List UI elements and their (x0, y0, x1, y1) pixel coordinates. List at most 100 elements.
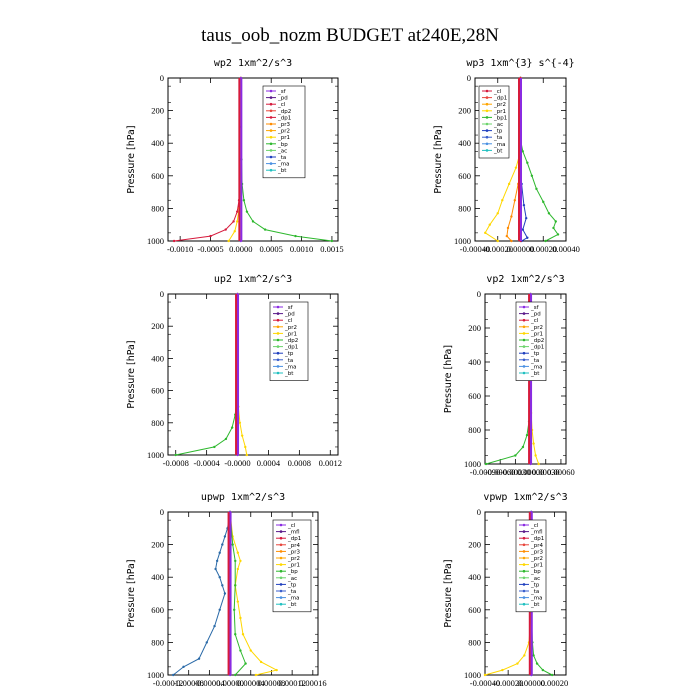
legend-entry: _bt (284, 371, 294, 377)
series-point (223, 535, 227, 538)
legend-entry: _tp (493, 129, 503, 135)
series-point (521, 445, 525, 449)
series-line-dp1 (174, 78, 242, 242)
x-tick-label: 0.0005 (260, 244, 283, 254)
legend-marker (522, 589, 526, 593)
series-point (215, 559, 219, 563)
series-point (221, 543, 224, 546)
legend-entry: _pr3 (530, 549, 544, 555)
legend-entry: _dp2 (284, 338, 298, 344)
series-point (234, 559, 237, 563)
legend-entry: _pr4 (530, 543, 544, 549)
legend-box (515, 519, 547, 613)
y-tick-label: 200 (468, 323, 481, 333)
legend-marker (279, 523, 283, 527)
legend-marker (522, 536, 526, 540)
legend-marker (269, 155, 273, 159)
series-point (541, 668, 545, 672)
x-tick-label: -0.00020 (493, 678, 523, 688)
series-point (218, 608, 221, 611)
legend-marker (522, 312, 526, 315)
legend-marker (522, 358, 526, 362)
series-point (214, 567, 217, 571)
y-tick-label: 800 (468, 637, 481, 647)
legend-marker (279, 543, 283, 547)
legend-marker (269, 142, 273, 146)
legend-entry: _cl (284, 318, 293, 324)
series-point (542, 200, 545, 204)
subplot-title: vpwp 1xm^2/s^3 (483, 492, 567, 503)
legend-entry: _mfl (530, 530, 543, 536)
series-point (534, 454, 537, 457)
series-point (263, 228, 267, 231)
series-point (532, 654, 535, 657)
plot-frame (167, 293, 339, 456)
series-point (174, 453, 177, 457)
legend-entry: _dp1 (277, 115, 291, 121)
legend-entry: _bp (277, 142, 288, 148)
y-tick-label: 200 (151, 106, 164, 116)
y-tick-label: 800 (151, 203, 164, 213)
series-point (205, 641, 208, 644)
legend-marker (269, 122, 273, 126)
legend-marker (276, 345, 280, 348)
series-point (227, 239, 230, 243)
series-point (213, 624, 216, 628)
y-axis-label: Pressure [hPa] (126, 559, 137, 627)
legend-entry: _bt (530, 602, 540, 608)
series-point (505, 234, 509, 238)
legend-entry: _bp (530, 569, 541, 575)
series-point (232, 220, 235, 223)
legend-entry: _ma (287, 596, 299, 602)
series-point (221, 584, 224, 587)
series-point (513, 199, 517, 202)
legend-entry: _pr1 (287, 563, 300, 569)
legend-entry: _tp (287, 582, 297, 588)
series-point (230, 426, 234, 429)
x-tick-label: -0.0004 (194, 458, 221, 468)
series-point (223, 592, 227, 595)
x-tick-label: 0.00016 (299, 678, 327, 688)
y-tick-label: 0 (477, 507, 481, 517)
legend-entry: _sf (530, 305, 540, 311)
legend-entry: _ma (530, 596, 542, 602)
series-point (249, 649, 252, 652)
series-line-tp (172, 511, 231, 676)
subplot-title: vp2 1xm^2/s^3 (486, 274, 564, 285)
y-tick-label: 400 (151, 572, 164, 582)
legend-marker (522, 332, 526, 335)
legend-marker (522, 543, 526, 547)
y-tick-label: 200 (458, 106, 471, 116)
legend-marker (279, 583, 283, 586)
series-point (532, 442, 535, 445)
legend-entry: _pr1 (493, 109, 506, 115)
legend-entry: _dp1 (287, 536, 301, 542)
legend-entry: _dp2 (277, 109, 291, 115)
series-line-bp1 (520, 78, 559, 242)
y-axis-label: Pressure [hPa] (126, 125, 137, 193)
legend-entry: _cl (287, 523, 296, 529)
x-tick-label: -0.0000 (224, 458, 250, 468)
legend-entry: _tp (530, 351, 540, 357)
series-point (231, 543, 234, 546)
legend-marker (276, 325, 280, 329)
legend-entry: _ma (493, 142, 505, 148)
legend-entry: _cl (530, 318, 539, 324)
legend-marker (279, 589, 283, 593)
y-tick-label: 0 (477, 289, 481, 299)
y-tick-label: 800 (151, 637, 164, 647)
legend-entry: _sf (284, 305, 294, 311)
series-point (251, 220, 255, 223)
x-tick-label: -0.00060 (485, 467, 515, 477)
series-point (544, 239, 547, 243)
legend-entry: _tp (530, 582, 540, 588)
legend-entry: _pr4 (287, 543, 301, 549)
plot-frame (167, 77, 339, 242)
legend-entry: _ac (493, 122, 503, 128)
legend-entry: _ta (284, 358, 293, 364)
legend-entry: _bt (287, 602, 297, 608)
series-point (241, 633, 245, 636)
legend-entry: _ta (530, 358, 539, 364)
legend-entry: _ta (530, 589, 539, 595)
legend-marker (485, 149, 489, 152)
